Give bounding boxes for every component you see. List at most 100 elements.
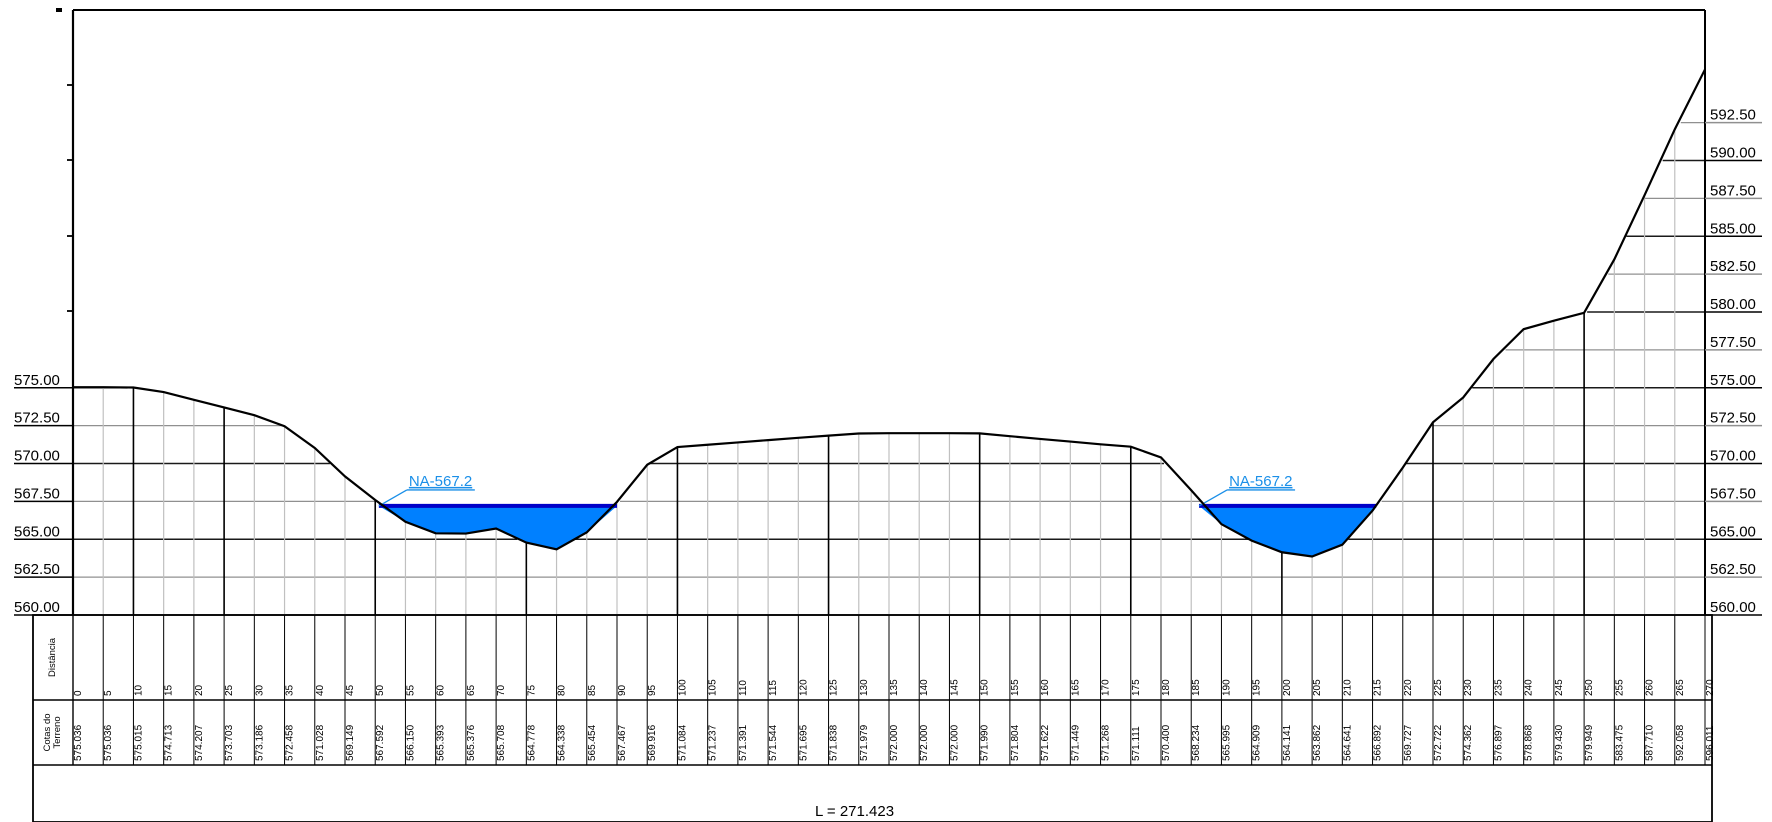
right-tick-label: 585.00 bbox=[1710, 220, 1756, 237]
elevation-value: 571.111 bbox=[1131, 726, 1142, 761]
distance-value: 20 bbox=[194, 684, 205, 696]
distance-value: 265 bbox=[1675, 679, 1686, 696]
distance-value: 115 bbox=[768, 680, 779, 696]
distance-value: 215 bbox=[1373, 679, 1384, 696]
elevation-value: 565.376 bbox=[466, 724, 477, 761]
distance-value: 160 bbox=[1040, 679, 1051, 696]
distance-value: 165 bbox=[1070, 679, 1081, 696]
distance-value: 35 bbox=[285, 684, 296, 696]
right-tick-label: 572.50 bbox=[1710, 410, 1756, 427]
right-tick-label: 582.50 bbox=[1710, 258, 1756, 275]
distance-value: 65 bbox=[466, 684, 477, 696]
distance-value: 85 bbox=[587, 684, 598, 696]
distance-value: 155 bbox=[1010, 679, 1021, 696]
left-tick-label: 562.50 bbox=[14, 561, 60, 578]
elevation-value: 566.150 bbox=[405, 724, 416, 761]
distance-value: 175 bbox=[1131, 679, 1142, 696]
elevation-value: 572.000 bbox=[949, 724, 960, 761]
elevation-value: 564.338 bbox=[557, 724, 568, 761]
distance-value: 250 bbox=[1584, 679, 1595, 696]
right-tick-label: 577.50 bbox=[1710, 334, 1756, 351]
right-tick-label: 580.00 bbox=[1710, 296, 1756, 313]
distance-value: 220 bbox=[1403, 679, 1414, 696]
distance-value: 5 bbox=[103, 690, 114, 696]
elevation-value: 569.727 bbox=[1403, 724, 1414, 761]
elevation-value: 565.995 bbox=[1221, 724, 1232, 761]
right-tick-label: 567.50 bbox=[1710, 485, 1756, 502]
elevation-value: 570.400 bbox=[1161, 724, 1172, 761]
distance-value: 95 bbox=[647, 684, 658, 696]
elevation-value: 574.362 bbox=[1463, 724, 1474, 761]
distance-value: 15 bbox=[164, 684, 175, 696]
distance-value: 10 bbox=[133, 684, 144, 696]
na-water-level-label: NA-567.2 bbox=[409, 473, 472, 490]
elevation-value: 571.804 bbox=[1010, 724, 1021, 761]
distance-value: 100 bbox=[677, 679, 688, 696]
elevation-value: 571.544 bbox=[768, 724, 779, 761]
elevation-value: 572.000 bbox=[889, 724, 900, 761]
distance-value: 140 bbox=[919, 679, 930, 696]
right-tick-label: 570.00 bbox=[1710, 448, 1756, 465]
distance-value: 120 bbox=[798, 679, 809, 696]
distance-value: 270 bbox=[1705, 679, 1716, 696]
elevation-value: 583.475 bbox=[1614, 724, 1625, 761]
distance-value: 135 bbox=[889, 679, 900, 696]
elevation-value: 578.868 bbox=[1524, 724, 1535, 761]
distance-value: 180 bbox=[1161, 679, 1172, 696]
elevation-value: 571.391 bbox=[738, 724, 749, 761]
right-tick-label: 565.00 bbox=[1710, 523, 1756, 540]
na-leader-line bbox=[378, 489, 408, 507]
elevation-value: 568.234 bbox=[1191, 724, 1202, 761]
elevation-value: 575.036 bbox=[73, 724, 84, 761]
elevation-value: 596.011 bbox=[1705, 725, 1716, 761]
distance-value: 185 bbox=[1191, 679, 1202, 696]
elevation-value: 566.892 bbox=[1373, 724, 1384, 761]
left-tick-label: 565.00 bbox=[14, 523, 60, 540]
elevation-row-label: Terreno bbox=[52, 716, 63, 748]
distance-value: 50 bbox=[375, 684, 386, 696]
elevation-value: 575.015 bbox=[133, 724, 144, 761]
right-tick-label: 587.50 bbox=[1710, 182, 1756, 199]
elevation-value: 571.838 bbox=[829, 724, 840, 761]
elevation-value: 564.641 bbox=[1342, 724, 1353, 761]
elevation-row-label: Cotas do bbox=[42, 713, 53, 751]
elevation-value: 571.449 bbox=[1070, 724, 1081, 761]
water-body bbox=[1199, 505, 1377, 557]
na-water-level-label: NA-567.2 bbox=[1229, 473, 1292, 490]
elevation-value: 571.028 bbox=[315, 724, 326, 761]
distance-value: 225 bbox=[1433, 679, 1444, 696]
distance-value: 240 bbox=[1524, 679, 1535, 696]
distance-value: 75 bbox=[526, 684, 537, 696]
distance-row-label: Distância bbox=[47, 637, 58, 677]
distance-value: 255 bbox=[1614, 679, 1625, 696]
elevation-value: 572.722 bbox=[1433, 724, 1444, 761]
elevation-value: 579.949 bbox=[1584, 724, 1595, 761]
distance-value: 25 bbox=[224, 684, 235, 696]
elevation-value: 573.186 bbox=[254, 724, 265, 761]
distance-value: 235 bbox=[1493, 679, 1504, 696]
elevation-value: 565.708 bbox=[496, 724, 507, 761]
elevation-value: 563.862 bbox=[1312, 724, 1323, 761]
distance-value: 125 bbox=[829, 679, 840, 696]
elevation-value: 564.909 bbox=[1252, 724, 1263, 761]
elevation-value: 574.713 bbox=[164, 724, 175, 761]
right-tick-label: 592.50 bbox=[1710, 107, 1756, 124]
elevation-value: 572.000 bbox=[919, 724, 930, 761]
elevation-value: 571.695 bbox=[798, 724, 809, 761]
right-tick-label: 562.50 bbox=[1710, 561, 1756, 578]
elevation-value: 573.703 bbox=[224, 724, 235, 761]
left-tick-label: 570.00 bbox=[14, 448, 60, 465]
terrain-profile-line bbox=[73, 68, 1706, 558]
elevation-value: 564.778 bbox=[526, 724, 537, 761]
distance-value: 190 bbox=[1221, 679, 1232, 696]
elevation-value: 587.710 bbox=[1645, 724, 1656, 761]
distance-value: 55 bbox=[405, 684, 416, 696]
elevation-value: 576.897 bbox=[1493, 724, 1504, 761]
elevation-value: 567.592 bbox=[375, 724, 386, 761]
distance-value: 130 bbox=[859, 679, 870, 696]
distance-value: 150 bbox=[980, 679, 991, 696]
elevation-value: 579.430 bbox=[1554, 724, 1565, 761]
distance-value: 245 bbox=[1554, 679, 1565, 696]
elevation-value: 565.393 bbox=[436, 724, 447, 761]
